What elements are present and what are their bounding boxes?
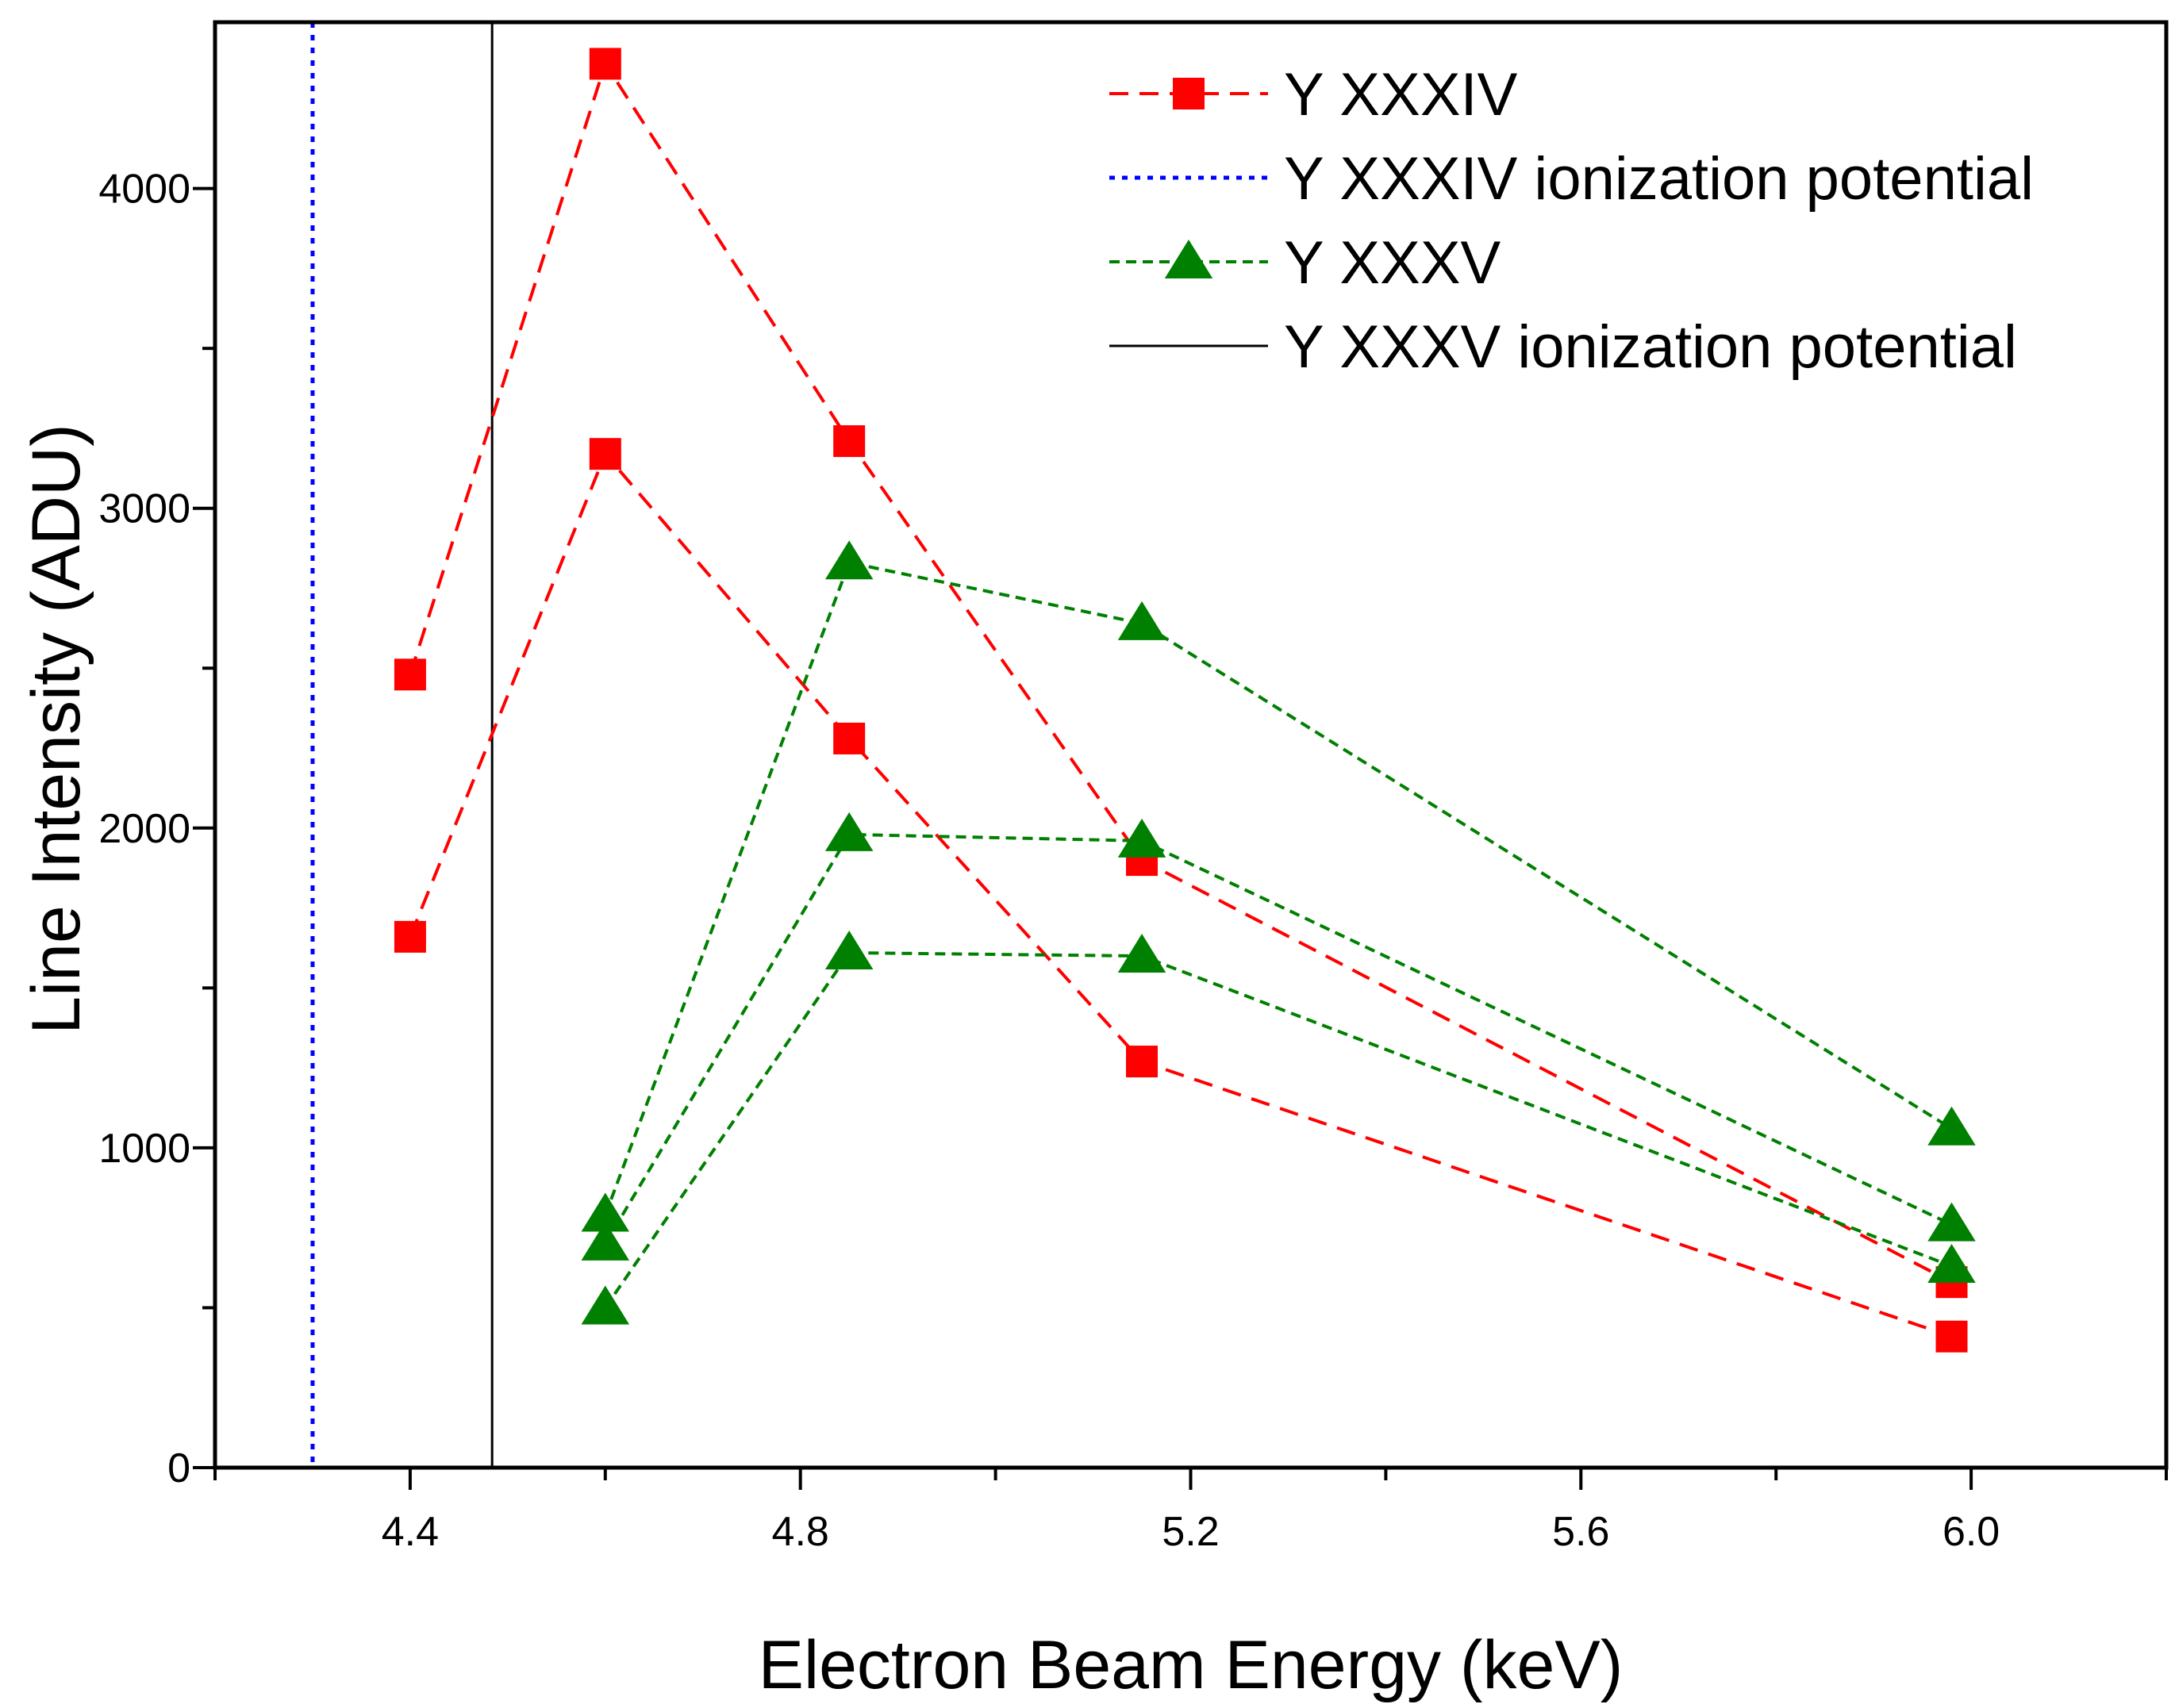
data-point-triangle xyxy=(1117,601,1166,640)
series-1 xyxy=(394,438,1968,1353)
data-point-square xyxy=(1126,1046,1159,1078)
data-point-triangle xyxy=(824,812,874,851)
x-tick-label: 5.6 xyxy=(1552,1509,1609,1555)
data-point-triangle xyxy=(1927,1106,1976,1146)
legend-label: Y XXXIV xyxy=(1284,61,1518,129)
legend-label: Y XXXIV ionization potential xyxy=(1284,145,2034,213)
ionization-lines xyxy=(310,22,494,1468)
series-line xyxy=(603,560,1953,1216)
data-point-triangle xyxy=(1927,1244,1976,1284)
legend-label: Y XXXV xyxy=(1284,229,1501,297)
legend-entry-y-xxxv-ionization-potential: Y XXXV ionization potential xyxy=(1109,313,2017,381)
data-point-square xyxy=(589,48,621,80)
x-tick-label: 4.8 xyxy=(772,1509,829,1555)
x-axis-title: Electron Beam Energy (keV) xyxy=(759,1627,1624,1703)
axis-ticks xyxy=(193,186,2168,1490)
series-3 xyxy=(581,812,1976,1261)
data-point-square xyxy=(833,425,866,458)
data-point-triangle xyxy=(1927,1202,1976,1242)
data-point-triangle xyxy=(581,1221,630,1261)
y-tick-label: 3000 xyxy=(98,486,190,532)
data-point-square xyxy=(394,658,426,691)
y-axis-title: Line Intensity (ADU) xyxy=(18,424,94,1034)
data-point-square xyxy=(394,920,426,953)
data-point-square xyxy=(589,438,621,470)
y-tick-label: 0 xyxy=(167,1445,190,1491)
x-tick-label: 6.0 xyxy=(1943,1509,2000,1555)
series-line xyxy=(604,951,1953,1309)
legend-entry-y-xxxv: Y XXXV xyxy=(1109,229,1501,297)
data-point-triangle xyxy=(824,931,874,970)
x-tick-label: 4.4 xyxy=(382,1509,439,1555)
legend-label: Y XXXV ionization potential xyxy=(1284,313,2017,381)
x-tick-label: 5.2 xyxy=(1162,1509,1219,1555)
series-line xyxy=(604,832,1953,1245)
y-tick-label: 1000 xyxy=(98,1126,190,1172)
legend-entry-y-xxxiv-ionization-potential: Y XXXIV ionization potential xyxy=(1109,145,2034,213)
legend-entry-y-xxxiv: Y XXXIV xyxy=(1109,61,1518,129)
y-tick-label: 4000 xyxy=(98,167,190,213)
series-line xyxy=(409,451,1953,1338)
tick-labels: 4.4 4.8 5.2 5.6 6.0 0 1000 2000 3000 4000 xyxy=(98,167,2000,1555)
data-point-triangle xyxy=(1117,818,1166,858)
data-point-triangle xyxy=(1117,934,1166,973)
data-point-square xyxy=(833,722,866,754)
data-point-triangle xyxy=(581,1285,630,1325)
legend-swatch-square-marker xyxy=(1173,78,1205,109)
series-layer xyxy=(394,48,1976,1353)
data-point-triangle xyxy=(824,540,874,580)
legend: Y XXXIV Y XXXIV ionization potential Y X… xyxy=(1109,61,2034,381)
series-4 xyxy=(581,931,1976,1325)
y-tick-label: 2000 xyxy=(98,806,190,852)
legend-swatch-triangle-marker xyxy=(1164,240,1213,278)
data-point-square xyxy=(1935,1320,1968,1353)
